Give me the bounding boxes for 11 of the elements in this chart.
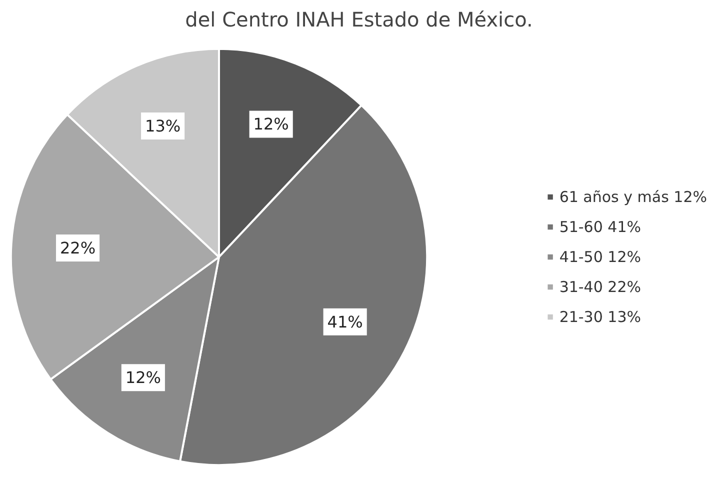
data-label: 12%	[125, 368, 161, 388]
data-label: 41%	[327, 312, 363, 332]
data-label: 13%	[145, 116, 181, 136]
legend-label: 41-50 12%	[559, 248, 642, 266]
chart-title: del Centro INAH Estado de México.	[185, 8, 533, 32]
legend-label: 61 años y más 12%	[559, 188, 707, 206]
data-label: 12%	[253, 114, 289, 134]
data-label: 22%	[60, 238, 96, 258]
legend-label: 31-40 22%	[559, 278, 642, 296]
legend-label: 21-30 13%	[559, 308, 642, 326]
legend-label: 51-60 41%	[559, 218, 642, 236]
